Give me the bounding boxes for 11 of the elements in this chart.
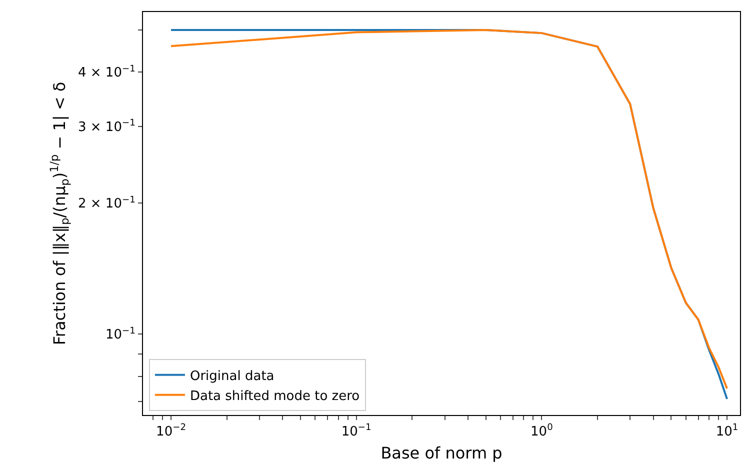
y-tick-label: 10$^{−1}$ bbox=[105, 326, 136, 343]
x-tick-label: 10$^{0}$ bbox=[530, 423, 554, 440]
x-tick-label: 10$^{1}$ bbox=[716, 423, 738, 440]
x-tick-label: 10$^{−1}$ bbox=[341, 423, 372, 440]
x-axis-title: Base of norm p bbox=[380, 443, 502, 462]
y-tick-label: 3 × 10$^{−1}$ bbox=[78, 118, 136, 136]
y-tick-label: 4 × 10$^{−1}$ bbox=[78, 64, 136, 81]
y-tick-label: 2 × 10$^{−1}$ bbox=[78, 195, 136, 212]
legend-label: Original data bbox=[190, 368, 274, 384]
legend-label: Data shifted mode to zero bbox=[190, 388, 360, 404]
x-tick-label: 10$^{−2}$ bbox=[156, 423, 186, 440]
